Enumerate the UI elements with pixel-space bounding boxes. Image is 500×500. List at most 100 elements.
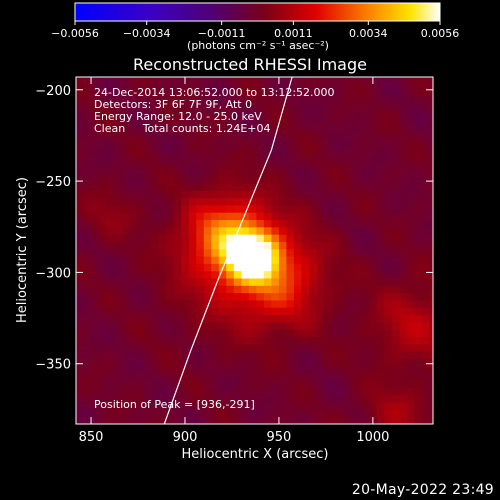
heatmap-cell (339, 153, 348, 162)
heatmap-cell (339, 336, 348, 345)
heatmap-cell (98, 343, 107, 352)
heatmap-cell (263, 380, 273, 389)
heatmap-cell (113, 87, 122, 96)
heatmap-cell (151, 358, 160, 367)
heatmap-cell (301, 263, 310, 272)
heatmap-cell (226, 190, 235, 199)
heatmap-cell (166, 87, 175, 96)
heatmap-cell (421, 204, 430, 213)
heatmap-cell (376, 95, 385, 104)
heatmap-cell (406, 263, 415, 272)
heatmap-cell (226, 416, 235, 424)
heatmap-cell (233, 292, 242, 301)
heatmap-cell (181, 387, 190, 396)
heatmap-cell (76, 234, 85, 242)
heatmap-cell (203, 219, 212, 228)
heatmap-cell (271, 263, 280, 272)
heatmap-cell (76, 299, 85, 308)
heatmap-cell (203, 109, 212, 118)
heatmap-cell (106, 234, 115, 242)
heatmap-cell (286, 241, 295, 250)
heatmap-cell (181, 292, 190, 301)
heatmap-cell (173, 387, 182, 396)
heatmap-cell (121, 109, 130, 118)
heatmap-cell (241, 365, 250, 374)
heatmap-cell (128, 124, 137, 133)
heatmap-cell (301, 365, 310, 374)
heatmap-cell (173, 380, 182, 389)
heatmap-cell (339, 124, 348, 133)
heatmap-cell (173, 321, 182, 330)
heatmap-cell (324, 402, 333, 410)
heatmap-cell (76, 139, 85, 147)
heatmap-cell (226, 102, 235, 111)
heatmap-cell (346, 95, 355, 104)
heatmap-cell (188, 77, 197, 82)
heatmap-cell (369, 270, 378, 279)
heatmap-cell (354, 234, 363, 242)
heatmap-cell (226, 365, 235, 374)
heatmap-cell (173, 117, 182, 126)
heatmap-cell (271, 153, 280, 162)
heatmap-cell (226, 329, 235, 337)
heatmap-cell (166, 248, 175, 257)
heatmap-cell (143, 175, 152, 184)
heatmap-cell (151, 372, 160, 381)
heatmap-cell (121, 263, 130, 272)
heatmap-cell (391, 80, 400, 89)
heatmap-cell (211, 131, 220, 140)
heatmap-cell (211, 270, 220, 279)
heatmap-cell (331, 255, 340, 264)
heatmap-cell (324, 380, 333, 389)
heatmap-cell (233, 204, 242, 213)
heatmap-cell (324, 307, 333, 316)
heatmap-cell (278, 131, 288, 140)
heatmap-cell (384, 336, 393, 345)
heatmap-cell (429, 175, 433, 184)
heatmap-cell (399, 131, 408, 140)
heatmap-cell (263, 117, 273, 126)
heatmap-cell (308, 219, 318, 228)
heatmap-cell (128, 80, 137, 89)
heatmap-cell (391, 131, 400, 140)
heatmap-cell (173, 394, 182, 403)
heatmap-cell (158, 95, 167, 104)
heatmap-cell (346, 402, 355, 410)
heatmap-cell (286, 95, 295, 104)
heatmap-cell (369, 307, 378, 316)
heatmap-cell (166, 314, 175, 323)
heatmap-cell (196, 402, 205, 410)
heatmap-cell (399, 255, 408, 264)
heatmap-cell (158, 270, 167, 279)
heatmap-cell (346, 241, 355, 250)
heatmap-cell (331, 182, 340, 191)
heatmap-cell (369, 175, 378, 184)
heatmap-cell (293, 139, 303, 147)
heatmap-cell (196, 387, 205, 396)
heatmap-cell (354, 219, 363, 228)
heatmap-cell (106, 358, 115, 367)
heatmap-cell (113, 219, 122, 228)
heatmap-cell (346, 124, 355, 133)
heatmap-cell (113, 153, 122, 162)
heatmap-cell (121, 321, 130, 330)
heatmap-cell (331, 131, 340, 140)
heatmap-cell (98, 365, 107, 374)
heatmap-cell (76, 343, 85, 352)
heatmap-cell (406, 219, 415, 228)
heatmap-cell (354, 190, 363, 199)
heatmap-cell (414, 226, 423, 235)
heatmap-cell (196, 365, 205, 374)
heatmap-cell (173, 153, 182, 162)
heatmap-cell (376, 248, 385, 257)
heatmap-cell (166, 109, 175, 118)
heatmap-cell (324, 416, 333, 424)
heatmap-cell (324, 350, 333, 359)
heatmap-cell (196, 292, 205, 301)
heatmap-cell (256, 358, 265, 367)
heatmap-cell (414, 77, 423, 82)
heatmap-cell (136, 402, 145, 410)
heatmap-cell (256, 248, 265, 257)
heatmap-cell (143, 95, 152, 104)
heatmap-cell (233, 168, 242, 177)
